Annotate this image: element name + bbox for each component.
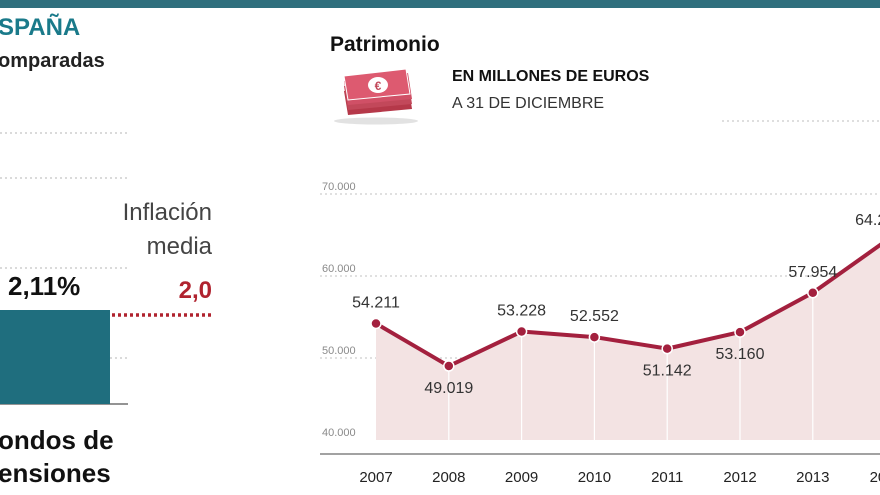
data-point: [807, 287, 819, 299]
data-point: [588, 331, 601, 343]
inflation-label-line1: Inflación: [122, 199, 212, 226]
data-label: 57.954: [788, 264, 837, 281]
x-tick-label: 20: [870, 469, 880, 486]
patrimonio-line-chart: 40.000 50.000 60.000 70.000 54.211 49.019 53.2…: [320, 181, 880, 486]
chart-date-label: A 31 DE DICIEMBRE: [452, 95, 605, 112]
x-tick-label: 2011: [651, 469, 683, 486]
left-panel-title: SPAÑA: [0, 14, 81, 41]
data-point: [515, 325, 528, 338]
x-tick-label: 2012: [723, 469, 756, 486]
data-point: [734, 326, 746, 338]
fund-return-bar: [0, 310, 110, 404]
y-tick-label: 60.000: [322, 263, 356, 275]
chart-unit-label: EN MILLONES DE EUROS: [452, 68, 650, 85]
series-line: [374, 242, 880, 369]
x-tick-label: 2010: [578, 469, 611, 486]
data-point: [370, 317, 382, 330]
bar-value-label: 2,11%: [8, 271, 81, 301]
euro-banknotes-icon: €: [334, 68, 418, 125]
y-tick-label: 50.000: [322, 345, 356, 357]
data-label: 54.211: [352, 294, 400, 311]
category-label-line1: ondos de: [0, 425, 114, 455]
data-point: [661, 342, 673, 355]
area-fill: [376, 241, 880, 440]
y-tick-label: 70.000: [322, 181, 356, 193]
x-tick-label: 2013: [796, 469, 829, 486]
data-label: 53.228: [497, 303, 546, 320]
chart-title: Patrimonio: [330, 33, 440, 56]
y-tick-label: 40.000: [322, 427, 356, 439]
x-tick-label: 2009: [505, 469, 538, 486]
data-label: 49.019: [424, 380, 473, 397]
x-tick-label: 2008: [432, 469, 465, 486]
data-label: 53.160: [716, 346, 765, 363]
svg-text:€: €: [375, 79, 382, 93]
left-panel-subtitle: omparadas: [0, 50, 105, 72]
data-label: 52.552: [570, 308, 619, 325]
inflation-value-label: 2,0: [178, 277, 212, 304]
data-point: [443, 360, 455, 372]
category-label-line2: ensiones: [0, 458, 111, 488]
data-label: 64.254: [855, 212, 880, 229]
inflation-label-line2: media: [146, 233, 212, 260]
top-rule: [0, 0, 880, 8]
x-tick-label: 2007: [359, 469, 392, 486]
data-label: 51.142: [643, 363, 692, 380]
